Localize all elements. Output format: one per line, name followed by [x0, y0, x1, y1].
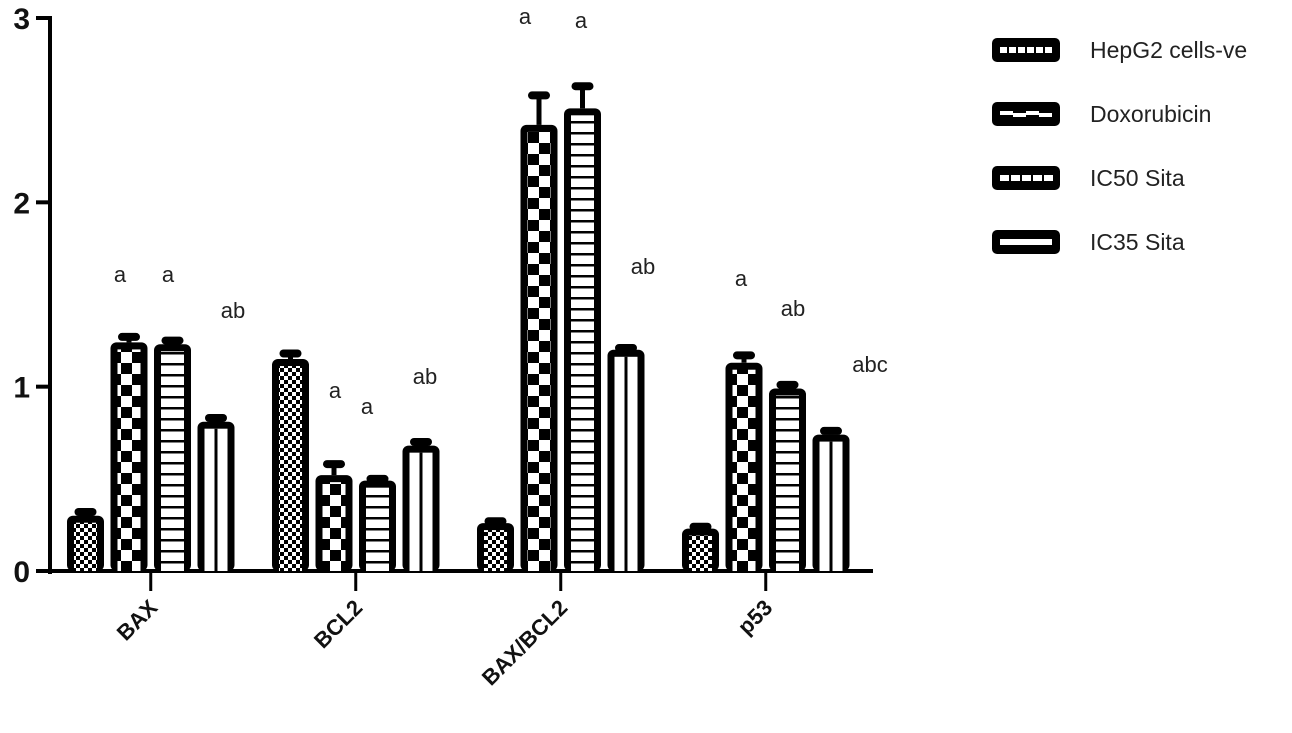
legend-item: IC35 Sita [992, 229, 1185, 255]
significance-label: a [575, 8, 588, 33]
legend-label: IC50 Sita [1090, 165, 1185, 191]
bar [812, 426, 850, 571]
legend-item: HepG2 cells-ve [992, 37, 1247, 63]
x-category-label: p53 [733, 595, 777, 639]
legend-label: Doxorubicin [1090, 101, 1211, 127]
bar [520, 91, 558, 571]
significance-label: a [361, 394, 374, 419]
y-tick-label: 2 [13, 187, 30, 220]
significance-label: a [329, 378, 342, 403]
bar [769, 380, 806, 571]
bar [272, 349, 309, 571]
legend-item: Doxorubicin [992, 101, 1211, 127]
significance-label: a [519, 4, 532, 29]
bar [359, 474, 396, 571]
significance-label: a [114, 262, 127, 287]
bar [154, 336, 191, 571]
x-category-label: BCL2 [309, 595, 367, 653]
significance-label: ab [221, 298, 245, 323]
x-axis: BAX BCL2 BAX/BCL2 p53 [48, 569, 873, 690]
y-tick-label: 3 [13, 3, 30, 36]
bars-layer [67, 82, 850, 571]
legend: HepG2 cells-ve Doxorubicin IC50 Sita IC35 S… [992, 37, 1247, 255]
legend-swatch [992, 38, 1060, 62]
x-category-label: BAX [112, 595, 163, 646]
x-category-label: BAX/BCL2 [477, 595, 572, 690]
bar [607, 343, 645, 571]
bar [725, 351, 763, 571]
y-tick-label: 0 [13, 556, 30, 589]
legend-label: IC35 Sita [1090, 229, 1185, 255]
legend-label: HepG2 cells-ve [1090, 37, 1247, 63]
significance-label: a [162, 262, 175, 287]
significance-label: ab [631, 254, 655, 279]
significance-label: ab [413, 364, 437, 389]
bar [682, 522, 719, 571]
bar [477, 517, 514, 571]
significance-label: a [735, 266, 748, 291]
bar [315, 460, 353, 571]
bar [110, 332, 148, 571]
significance-label: abc [852, 352, 887, 377]
bar [197, 414, 235, 571]
bar [67, 508, 104, 571]
legend-item: IC50 Sita [992, 165, 1185, 191]
significance-label: ab [781, 296, 805, 321]
y-axis: 0 1 2 3 [13, 3, 52, 589]
bar [402, 437, 440, 571]
y-tick-label: 1 [13, 372, 30, 405]
bar [564, 82, 601, 571]
